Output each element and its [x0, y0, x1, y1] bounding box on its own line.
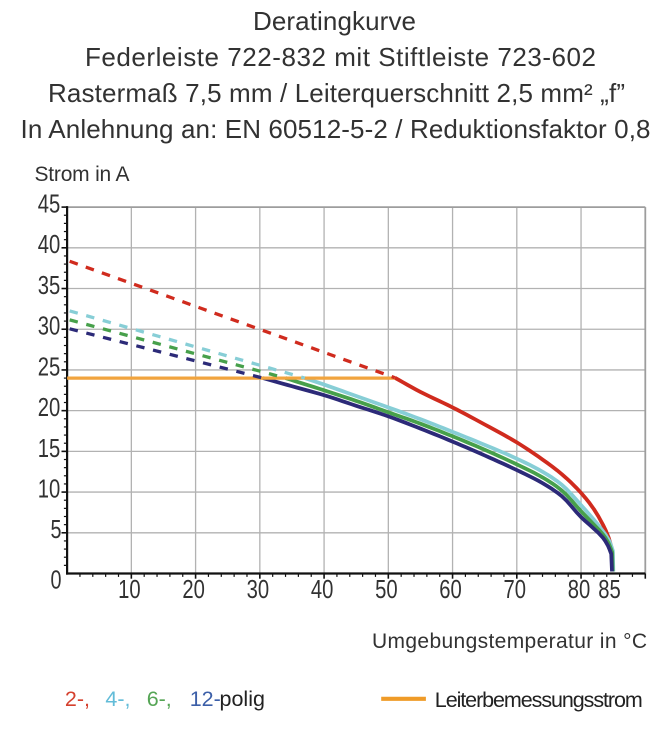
svg-text:50: 50 — [375, 574, 398, 604]
svg-text:85: 85 — [598, 574, 621, 604]
svg-text:20: 20 — [182, 574, 205, 604]
svg-text:20: 20 — [38, 392, 61, 422]
svg-text:10: 10 — [118, 574, 141, 604]
svg-text:45: 45 — [38, 189, 61, 219]
svg-text:Deratingkurve: Deratingkurve — [253, 6, 416, 36]
svg-text:Leiterbemessungsstrom: Leiterbemessungsstrom — [435, 688, 643, 712]
svg-text:4-,: 4-, — [105, 687, 130, 711]
svg-text:2-,: 2-, — [65, 687, 90, 711]
svg-text:80: 80 — [568, 574, 591, 604]
svg-text:10: 10 — [38, 473, 61, 503]
svg-text:Strom in A: Strom in A — [35, 163, 130, 186]
svg-text:70: 70 — [504, 574, 527, 604]
svg-text:60: 60 — [439, 574, 462, 604]
svg-text:25: 25 — [38, 351, 61, 381]
svg-text:30: 30 — [247, 574, 270, 604]
svg-text:12-: 12- — [190, 687, 221, 711]
svg-text:Rastermaß 7,5 mm / Leiterquers: Rastermaß 7,5 mm / Leiterquerschnitt 2,5… — [48, 78, 625, 108]
svg-text:0: 0 — [51, 564, 62, 594]
svg-text:Umgebungstemperatur in °C: Umgebungstemperatur in °C — [372, 630, 647, 653]
svg-text:40: 40 — [311, 574, 334, 604]
svg-text:40: 40 — [38, 229, 61, 259]
svg-text:5: 5 — [51, 514, 62, 544]
svg-text:polig: polig — [220, 687, 265, 711]
svg-text:30: 30 — [38, 311, 61, 341]
svg-text:Federleiste 722-832 mit Stiftl: Federleiste 722-832 mit Stiftleiste 723-… — [85, 42, 596, 72]
svg-text:15: 15 — [38, 433, 61, 463]
svg-text:In Anlehnung an: EN 60512-5-2: In Anlehnung an: EN 60512-5-2 / Reduktio… — [21, 114, 651, 144]
svg-text:6-,: 6-, — [147, 687, 172, 711]
svg-text:35: 35 — [38, 270, 61, 300]
